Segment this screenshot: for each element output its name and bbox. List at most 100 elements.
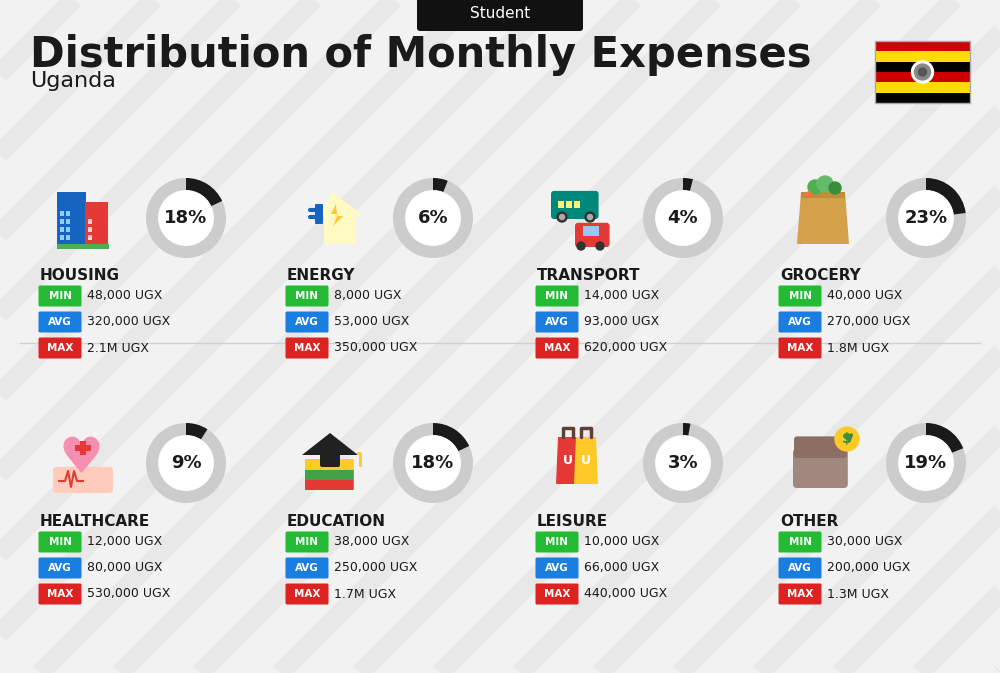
- Text: 80,000 UGX: 80,000 UGX: [87, 561, 162, 575]
- FancyBboxPatch shape: [778, 285, 822, 306]
- Text: 18%: 18%: [411, 454, 455, 472]
- Wedge shape: [926, 423, 963, 453]
- Text: EDUCATION: EDUCATION: [287, 513, 386, 528]
- Text: HEALTHCARE: HEALTHCARE: [40, 513, 150, 528]
- Text: MIN: MIN: [48, 537, 72, 547]
- FancyBboxPatch shape: [286, 557, 328, 579]
- Wedge shape: [146, 423, 226, 503]
- Polygon shape: [331, 204, 343, 226]
- Circle shape: [808, 180, 822, 194]
- FancyBboxPatch shape: [38, 583, 82, 604]
- Text: 6%: 6%: [418, 209, 448, 227]
- FancyBboxPatch shape: [875, 62, 970, 72]
- FancyBboxPatch shape: [315, 204, 323, 224]
- Text: 270,000 UGX: 270,000 UGX: [827, 316, 910, 328]
- Text: MAX: MAX: [294, 343, 320, 353]
- FancyBboxPatch shape: [66, 211, 70, 216]
- Text: $: $: [842, 432, 852, 446]
- Wedge shape: [186, 423, 207, 439]
- FancyBboxPatch shape: [60, 227, 64, 232]
- Text: 4%: 4%: [668, 209, 698, 227]
- Text: MIN: MIN: [48, 291, 72, 301]
- FancyBboxPatch shape: [536, 312, 578, 332]
- FancyBboxPatch shape: [60, 235, 64, 240]
- Text: 620,000 UGX: 620,000 UGX: [584, 341, 667, 355]
- FancyBboxPatch shape: [536, 337, 578, 359]
- Text: MAX: MAX: [544, 343, 570, 353]
- Circle shape: [656, 436, 710, 490]
- Circle shape: [914, 64, 930, 80]
- Text: AVG: AVG: [48, 563, 72, 573]
- FancyBboxPatch shape: [305, 479, 354, 490]
- Text: TRANSPORT: TRANSPORT: [537, 267, 640, 283]
- Wedge shape: [643, 423, 723, 503]
- Text: 10,000 UGX: 10,000 UGX: [584, 536, 659, 548]
- FancyBboxPatch shape: [566, 201, 572, 208]
- Polygon shape: [797, 192, 849, 244]
- FancyBboxPatch shape: [801, 192, 845, 198]
- Circle shape: [406, 436, 460, 490]
- Text: U: U: [563, 454, 573, 468]
- FancyBboxPatch shape: [38, 557, 82, 579]
- Wedge shape: [433, 178, 448, 192]
- Text: MAX: MAX: [294, 589, 320, 599]
- Text: AVG: AVG: [788, 317, 812, 327]
- Wedge shape: [886, 423, 966, 503]
- Text: 93,000 UGX: 93,000 UGX: [584, 316, 659, 328]
- FancyBboxPatch shape: [66, 227, 70, 232]
- FancyBboxPatch shape: [60, 219, 64, 224]
- Wedge shape: [886, 178, 966, 258]
- FancyBboxPatch shape: [38, 312, 82, 332]
- Text: AVG: AVG: [545, 317, 569, 327]
- Text: LEISURE: LEISURE: [537, 513, 608, 528]
- FancyBboxPatch shape: [778, 583, 822, 604]
- Text: AVG: AVG: [48, 317, 72, 327]
- FancyBboxPatch shape: [305, 469, 354, 480]
- Text: MAX: MAX: [544, 589, 570, 599]
- Circle shape: [560, 215, 564, 219]
- Circle shape: [899, 436, 953, 490]
- Text: 350,000 UGX: 350,000 UGX: [334, 341, 417, 355]
- Text: 200,000 UGX: 200,000 UGX: [827, 561, 910, 575]
- Text: 38,000 UGX: 38,000 UGX: [334, 536, 409, 548]
- Wedge shape: [926, 178, 966, 215]
- FancyBboxPatch shape: [38, 337, 82, 359]
- Circle shape: [596, 242, 604, 250]
- Text: 3%: 3%: [668, 454, 698, 472]
- Circle shape: [159, 436, 213, 490]
- Text: MAX: MAX: [47, 589, 73, 599]
- FancyBboxPatch shape: [286, 285, 328, 306]
- FancyBboxPatch shape: [574, 201, 580, 208]
- Circle shape: [899, 191, 953, 245]
- Circle shape: [918, 68, 926, 76]
- Text: AVG: AVG: [545, 563, 569, 573]
- Text: OTHER: OTHER: [780, 513, 838, 528]
- Text: MIN: MIN: [296, 291, 318, 301]
- Text: 250,000 UGX: 250,000 UGX: [334, 561, 417, 575]
- Circle shape: [656, 191, 710, 245]
- Text: 2.1M UGX: 2.1M UGX: [87, 341, 149, 355]
- Text: 320,000 UGX: 320,000 UGX: [87, 316, 170, 328]
- FancyBboxPatch shape: [85, 203, 108, 244]
- Text: 53,000 UGX: 53,000 UGX: [334, 316, 409, 328]
- Text: 9%: 9%: [171, 454, 201, 472]
- Text: MIN: MIN: [788, 537, 812, 547]
- Circle shape: [817, 176, 833, 192]
- Text: Uganda: Uganda: [30, 71, 116, 91]
- FancyBboxPatch shape: [778, 312, 822, 332]
- Circle shape: [557, 212, 567, 222]
- FancyBboxPatch shape: [875, 72, 970, 82]
- Text: HOUSING: HOUSING: [40, 267, 120, 283]
- Polygon shape: [803, 190, 815, 196]
- Polygon shape: [320, 192, 364, 244]
- FancyBboxPatch shape: [286, 583, 328, 604]
- Text: 530,000 UGX: 530,000 UGX: [87, 588, 170, 600]
- Text: MAX: MAX: [787, 343, 813, 353]
- FancyBboxPatch shape: [60, 211, 64, 216]
- Wedge shape: [683, 423, 690, 435]
- Wedge shape: [393, 178, 473, 258]
- FancyBboxPatch shape: [88, 235, 92, 240]
- Text: 66,000 UGX: 66,000 UGX: [584, 561, 659, 575]
- Text: 23%: 23%: [904, 209, 948, 227]
- Text: MAX: MAX: [787, 589, 813, 599]
